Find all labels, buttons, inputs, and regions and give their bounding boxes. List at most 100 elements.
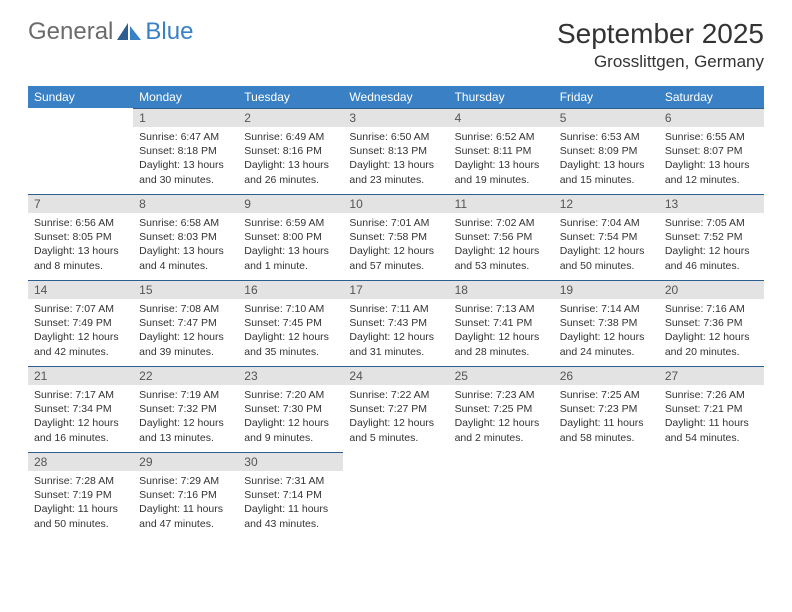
weekday-header: Monday	[133, 86, 238, 108]
detail-line: Daylight: 13 hours	[139, 244, 232, 258]
day-details: Sunrise: 6:47 AMSunset: 8:18 PMDaylight:…	[133, 127, 238, 187]
detail-line: Sunset: 7:58 PM	[349, 230, 442, 244]
detail-line: Sunset: 7:19 PM	[34, 488, 127, 502]
detail-line: Daylight: 12 hours	[665, 330, 758, 344]
detail-line: Sunset: 7:43 PM	[349, 316, 442, 330]
day-details: Sunrise: 7:14 AMSunset: 7:38 PMDaylight:…	[554, 299, 659, 359]
weekday-header: Sunday	[28, 86, 133, 108]
detail-line: Sunset: 7:34 PM	[34, 402, 127, 416]
detail-line: Sunset: 7:52 PM	[665, 230, 758, 244]
detail-line: Sunrise: 6:55 AM	[665, 130, 758, 144]
day-number: 11	[449, 194, 554, 213]
day-number: 19	[554, 280, 659, 299]
calendar-day-cell: 22Sunrise: 7:19 AMSunset: 7:32 PMDayligh…	[133, 366, 238, 452]
detail-line: Sunrise: 6:56 AM	[34, 216, 127, 230]
detail-line: Daylight: 12 hours	[560, 244, 653, 258]
calendar-week-row: 21Sunrise: 7:17 AMSunset: 7:34 PMDayligh…	[28, 366, 764, 452]
day-number: 10	[343, 194, 448, 213]
detail-line: and 50 minutes.	[560, 259, 653, 273]
day-details: Sunrise: 7:01 AMSunset: 7:58 PMDaylight:…	[343, 213, 448, 273]
detail-line: Sunset: 7:14 PM	[244, 488, 337, 502]
day-number: 22	[133, 366, 238, 385]
detail-line: Daylight: 12 hours	[349, 330, 442, 344]
day-number: 21	[28, 366, 133, 385]
day-details: Sunrise: 6:50 AMSunset: 8:13 PMDaylight:…	[343, 127, 448, 187]
detail-line: Sunset: 7:38 PM	[560, 316, 653, 330]
day-number: 17	[343, 280, 448, 299]
detail-line: Sunset: 8:05 PM	[34, 230, 127, 244]
detail-line: Sunset: 7:16 PM	[139, 488, 232, 502]
detail-line: and 42 minutes.	[34, 345, 127, 359]
day-details: Sunrise: 6:58 AMSunset: 8:03 PMDaylight:…	[133, 213, 238, 273]
day-details: Sunrise: 7:10 AMSunset: 7:45 PMDaylight:…	[238, 299, 343, 359]
calendar-day-cell: 24Sunrise: 7:22 AMSunset: 7:27 PMDayligh…	[343, 366, 448, 452]
day-details: Sunrise: 7:02 AMSunset: 7:56 PMDaylight:…	[449, 213, 554, 273]
day-details: Sunrise: 7:17 AMSunset: 7:34 PMDaylight:…	[28, 385, 133, 445]
detail-line: Sunrise: 7:31 AM	[244, 474, 337, 488]
detail-line: and 20 minutes.	[665, 345, 758, 359]
detail-line: and 35 minutes.	[244, 345, 337, 359]
day-details: Sunrise: 6:59 AMSunset: 8:00 PMDaylight:…	[238, 213, 343, 273]
detail-line: Sunset: 7:45 PM	[244, 316, 337, 330]
detail-line: Daylight: 12 hours	[139, 416, 232, 430]
calendar-day-cell: 7Sunrise: 6:56 AMSunset: 8:05 PMDaylight…	[28, 194, 133, 280]
calendar-day-cell: 27Sunrise: 7:26 AMSunset: 7:21 PMDayligh…	[659, 366, 764, 452]
detail-line: and 15 minutes.	[560, 173, 653, 187]
day-number: 30	[238, 452, 343, 471]
calendar-day-cell: 10Sunrise: 7:01 AMSunset: 7:58 PMDayligh…	[343, 194, 448, 280]
detail-line: and 43 minutes.	[244, 517, 337, 531]
calendar-day-cell: 30Sunrise: 7:31 AMSunset: 7:14 PMDayligh…	[238, 452, 343, 538]
calendar-week-row: 14Sunrise: 7:07 AMSunset: 7:49 PMDayligh…	[28, 280, 764, 366]
detail-line: Sunrise: 7:16 AM	[665, 302, 758, 316]
detail-line: and 13 minutes.	[139, 431, 232, 445]
day-number: 14	[28, 280, 133, 299]
detail-line: Sunrise: 7:28 AM	[34, 474, 127, 488]
calendar-day-cell: 8Sunrise: 6:58 AMSunset: 8:03 PMDaylight…	[133, 194, 238, 280]
weekday-header: Tuesday	[238, 86, 343, 108]
detail-line: and 12 minutes.	[665, 173, 758, 187]
day-number: 24	[343, 366, 448, 385]
detail-line: and 1 minute.	[244, 259, 337, 273]
calendar-day-cell: 19Sunrise: 7:14 AMSunset: 7:38 PMDayligh…	[554, 280, 659, 366]
detail-line: Sunset: 7:36 PM	[665, 316, 758, 330]
detail-line: and 50 minutes.	[34, 517, 127, 531]
day-details: Sunrise: 6:49 AMSunset: 8:16 PMDaylight:…	[238, 127, 343, 187]
day-number: 6	[659, 108, 764, 127]
day-number: 25	[449, 366, 554, 385]
detail-line: and 57 minutes.	[349, 259, 442, 273]
calendar-day-cell: 16Sunrise: 7:10 AMSunset: 7:45 PMDayligh…	[238, 280, 343, 366]
day-details: Sunrise: 7:23 AMSunset: 7:25 PMDaylight:…	[449, 385, 554, 445]
detail-line: and 54 minutes.	[665, 431, 758, 445]
detail-line: Sunrise: 7:08 AM	[139, 302, 232, 316]
calendar-day-cell: 26Sunrise: 7:25 AMSunset: 7:23 PMDayligh…	[554, 366, 659, 452]
day-details: Sunrise: 6:52 AMSunset: 8:11 PMDaylight:…	[449, 127, 554, 187]
header: General Blue September 2025 Grosslittgen…	[28, 18, 764, 72]
calendar-day-cell: 2Sunrise: 6:49 AMSunset: 8:16 PMDaylight…	[238, 108, 343, 194]
detail-line: Daylight: 12 hours	[244, 330, 337, 344]
day-details: Sunrise: 7:28 AMSunset: 7:19 PMDaylight:…	[28, 471, 133, 531]
day-number: 27	[659, 366, 764, 385]
detail-line: Daylight: 11 hours	[560, 416, 653, 430]
detail-line: Sunset: 7:23 PM	[560, 402, 653, 416]
detail-line: Daylight: 13 hours	[349, 158, 442, 172]
weekday-header: Thursday	[449, 86, 554, 108]
detail-line: Sunset: 8:07 PM	[665, 144, 758, 158]
detail-line: and 5 minutes.	[349, 431, 442, 445]
day-details: Sunrise: 7:22 AMSunset: 7:27 PMDaylight:…	[343, 385, 448, 445]
detail-line: Sunrise: 7:25 AM	[560, 388, 653, 402]
calendar-day-cell: 12Sunrise: 7:04 AMSunset: 7:54 PMDayligh…	[554, 194, 659, 280]
day-number: 13	[659, 194, 764, 213]
calendar-day-cell: 28Sunrise: 7:28 AMSunset: 7:19 PMDayligh…	[28, 452, 133, 538]
calendar-week-row: 1Sunrise: 6:47 AMSunset: 8:18 PMDaylight…	[28, 108, 764, 194]
detail-line: Sunrise: 6:50 AM	[349, 130, 442, 144]
calendar-day-cell: 21Sunrise: 7:17 AMSunset: 7:34 PMDayligh…	[28, 366, 133, 452]
day-number: 9	[238, 194, 343, 213]
weekday-header: Saturday	[659, 86, 764, 108]
location: Grosslittgen, Germany	[557, 52, 764, 72]
calendar-day-cell	[449, 452, 554, 538]
detail-line: and 58 minutes.	[560, 431, 653, 445]
detail-line: Daylight: 11 hours	[34, 502, 127, 516]
calendar-day-cell: 18Sunrise: 7:13 AMSunset: 7:41 PMDayligh…	[449, 280, 554, 366]
calendar-day-cell: 11Sunrise: 7:02 AMSunset: 7:56 PMDayligh…	[449, 194, 554, 280]
detail-line: Sunset: 7:21 PM	[665, 402, 758, 416]
